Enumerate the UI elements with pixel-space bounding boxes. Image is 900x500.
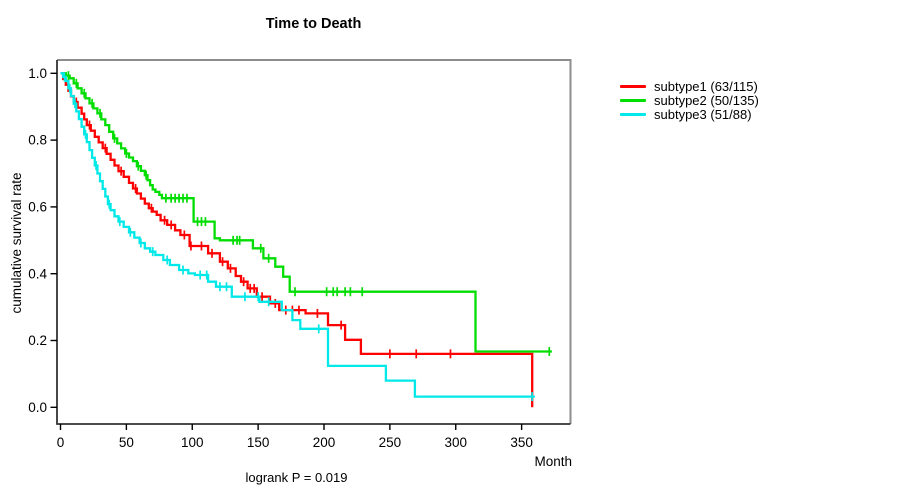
y-tick-label: 0.6 (28, 200, 47, 215)
legend-line-subtype2 (620, 98, 646, 102)
y-tick-label: 0.4 (28, 266, 47, 281)
legend-label-subtype3: subtype3 (51/88) (654, 106, 752, 122)
chart-title: Time to Death (265, 16, 362, 32)
x-tick-label: 350 (510, 435, 533, 450)
series-subtype3 (60, 72, 535, 402)
x-tick-label: 250 (379, 435, 402, 450)
x-tick-label: 200 (313, 435, 336, 450)
y-tick-label: 0.0 (28, 400, 47, 415)
x-tick-label: 50 (119, 435, 134, 450)
x-axis-label: Month (534, 454, 572, 469)
legend-item-subtype1: subtype1 (63/115) (620, 78, 759, 94)
survival-curve-subtype3 (60, 72, 535, 398)
legend-label-subtype1: subtype1 (63/115) (654, 78, 758, 94)
x-tick-label: 150 (247, 435, 270, 450)
logrank-caption: logrank P = 0.019 (245, 470, 348, 485)
plot-box-left-bottom (56, 60, 571, 425)
x-tick-label: 100 (181, 435, 204, 450)
legend-item-subtype3: subtype3 (51/88) (620, 106, 759, 122)
legend-line-subtype3 (620, 112, 646, 116)
x-axis: 0 50 100 150 200 250 300 350 (57, 424, 533, 450)
x-tick-label: 300 (444, 435, 467, 450)
plot-box-top-right (57, 59, 572, 424)
censor-ticks-subtype1 (75, 97, 452, 359)
y-tick-label: 0.2 (28, 333, 47, 348)
legend-item-subtype2: subtype2 (50/135) (620, 92, 759, 108)
legend-line-subtype1 (620, 84, 646, 88)
censor-ticks-subtype2 (67, 71, 551, 357)
legend: subtype1 (63/115) subtype2 (50/135) subt… (620, 78, 759, 122)
censor-ticks-subtype3 (63, 72, 534, 402)
survival-curve-subtype1 (60, 72, 534, 408)
x-tick-label: 0 (57, 435, 65, 450)
series-subtype1 (60, 72, 534, 408)
y-axis: 0.0 0.2 0.4 0.6 0.8 1.0 (28, 66, 57, 415)
legend-label-subtype2: subtype2 (50/135) (654, 92, 759, 108)
survival-curve-subtype2 (60, 72, 552, 353)
series-subtype2 (60, 71, 552, 357)
y-tick-label: 0.8 (28, 133, 47, 148)
y-tick-label: 1.0 (28, 66, 47, 81)
